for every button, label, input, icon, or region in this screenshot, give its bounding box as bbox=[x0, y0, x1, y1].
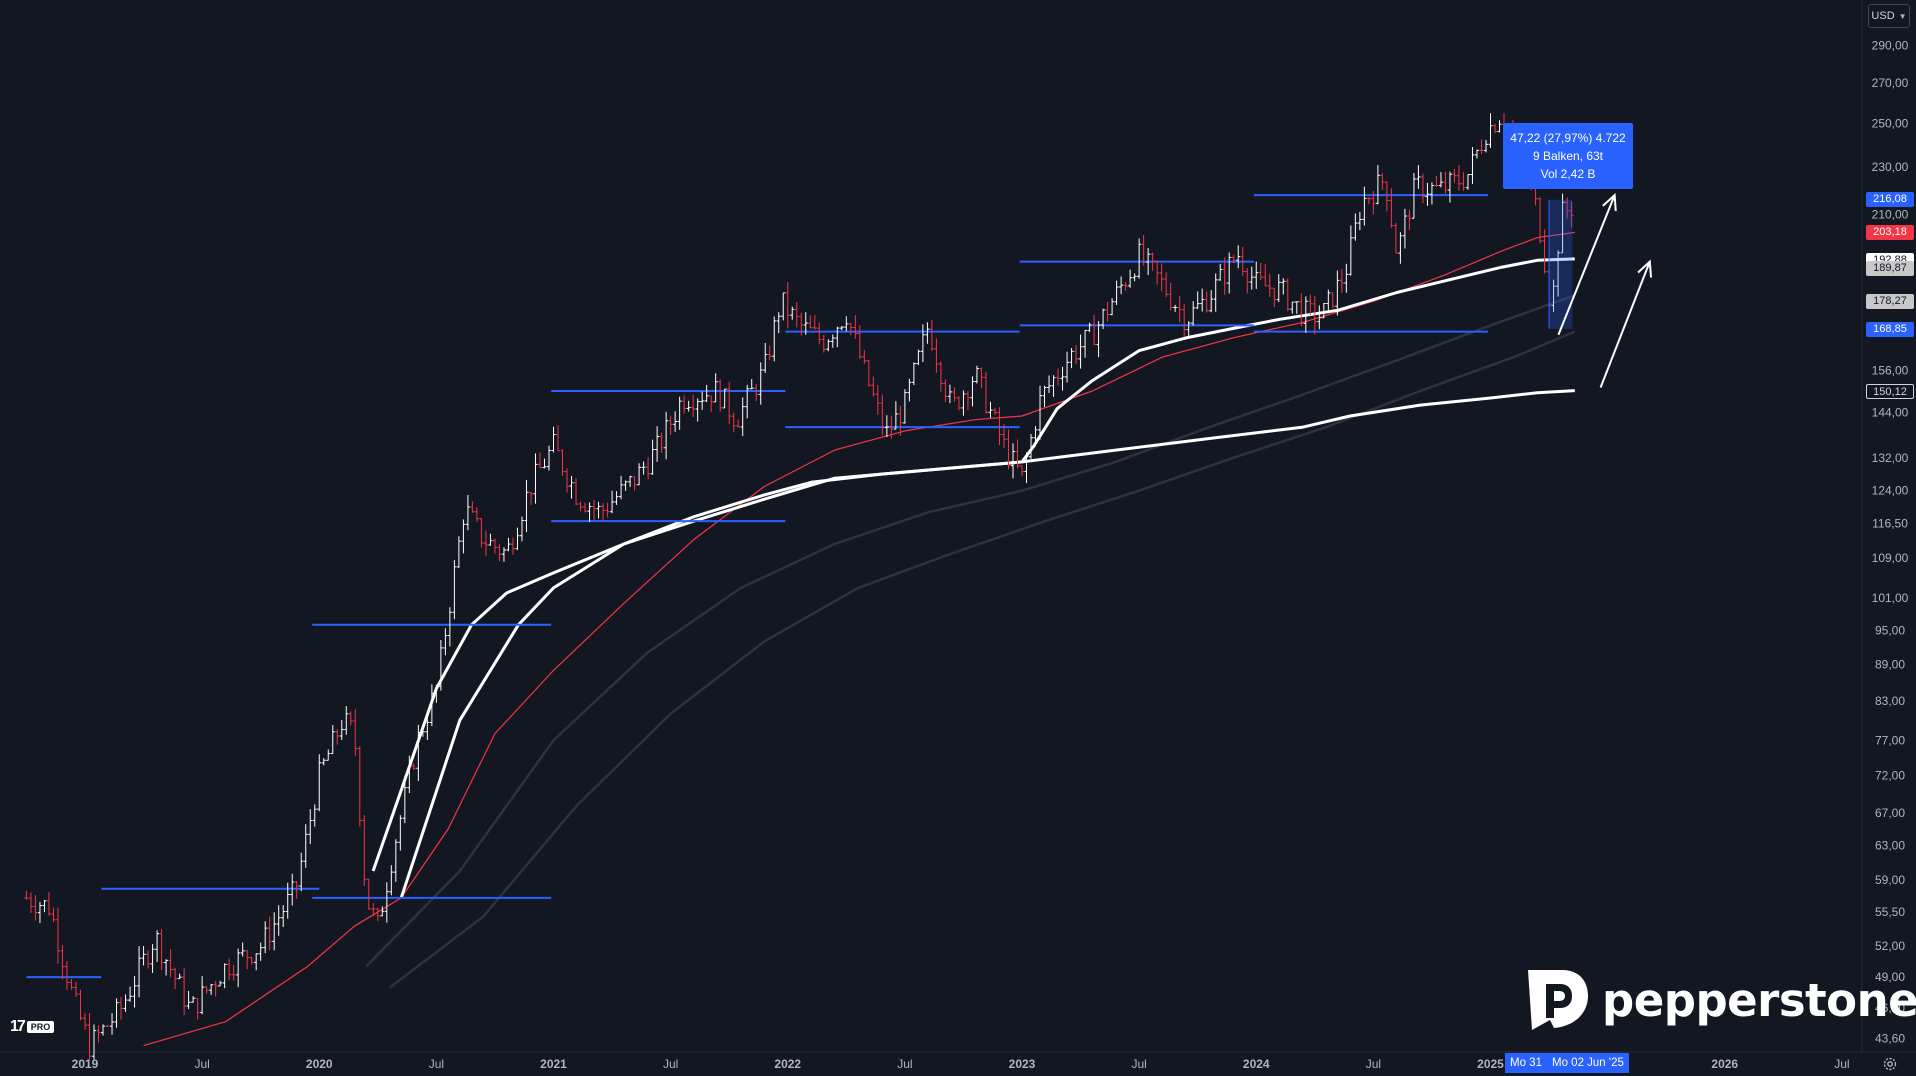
price-tick-label: 210,00 bbox=[1872, 208, 1909, 222]
time-tick-label: 2026 bbox=[1711, 1057, 1738, 1071]
ema-long-price-tag: 150,12 bbox=[1866, 384, 1914, 399]
price-tick-label: 109,00 bbox=[1872, 551, 1909, 565]
grid-layer bbox=[0, 0, 1916, 1053]
price-tick-label: 83,00 bbox=[1875, 694, 1905, 708]
measure-layer bbox=[1548, 199, 1573, 329]
candle-layer bbox=[24, 113, 1574, 1060]
time-tick-label: 2019 bbox=[72, 1057, 99, 1071]
last-price-tag: 216,08 bbox=[1866, 192, 1914, 207]
price-tick-label: 116,50 bbox=[1872, 516, 1908, 530]
price-tick-label: 290,00 bbox=[1872, 39, 1909, 53]
ema-gray-fast-line bbox=[365, 294, 1576, 968]
time-tick-label: Jul bbox=[1366, 1057, 1381, 1071]
trend-arrow-head bbox=[1637, 259, 1653, 278]
price-tick-label: 89,00 bbox=[1875, 657, 1905, 671]
time-tick-label: 2023 bbox=[1009, 1057, 1036, 1071]
price-tick-label: 67,00 bbox=[1875, 806, 1905, 820]
trend-arrow bbox=[1599, 261, 1651, 388]
measure-change: 47,22 (27,97%) 4.722 bbox=[1510, 131, 1626, 145]
price-tick-label: 124,00 bbox=[1872, 484, 1909, 498]
ema-layer bbox=[143, 231, 1576, 1047]
time-tick-label: Jul bbox=[1131, 1057, 1146, 1071]
brand-name: pepperstone bbox=[1602, 973, 1916, 1027]
trend-arrow-head bbox=[1602, 192, 1617, 212]
ema-gray-slow-line bbox=[388, 330, 1576, 989]
price-tick-label: 55,50 bbox=[1875, 905, 1905, 919]
price-tick-label: 132,00 bbox=[1872, 451, 1909, 465]
time-tick-label: 2021 bbox=[540, 1057, 567, 1071]
price-tick-label: 270,00 bbox=[1872, 76, 1909, 90]
ema-white-slow-line bbox=[399, 389, 1575, 899]
measure-bars: 9 Balken, 63t bbox=[1532, 149, 1604, 163]
price-tick-label: 156,00 bbox=[1872, 363, 1909, 377]
pepperstone-logo-icon bbox=[1528, 970, 1588, 1030]
date-tag-start: Mo 31 bbox=[1505, 1053, 1547, 1073]
time-tick-label: Jul bbox=[429, 1057, 444, 1071]
price-tick-label: 59,00 bbox=[1875, 873, 1905, 887]
price-tick-label: 43,60 bbox=[1875, 1031, 1905, 1045]
time-tick-label: Jul bbox=[194, 1057, 209, 1071]
level-layer bbox=[26, 194, 1489, 979]
time-axis[interactable]: 2019 Jul 2020 Jul 2021 Jul 2022 Jul 2023 Jul 2024 J… bbox=[72, 1057, 1850, 1071]
price-tick-label: 230,00 bbox=[1872, 160, 1909, 174]
time-tick-label: 2025 bbox=[1477, 1057, 1504, 1071]
time-tick-label: Jul bbox=[897, 1057, 912, 1071]
price-tick-label: 95,00 bbox=[1875, 623, 1905, 637]
price-tick-label: 46,20 bbox=[1875, 1001, 1905, 1015]
price-tick-label: 52,00 bbox=[1875, 939, 1905, 953]
time-tick-label: Jul bbox=[1834, 1057, 1849, 1071]
price-tick-label: 72,00 bbox=[1875, 769, 1905, 783]
price-tick-label: 250,00 bbox=[1872, 116, 1909, 130]
price-tick-label: 101,00 bbox=[1872, 591, 1909, 605]
gear-icon[interactable] bbox=[1882, 1056, 1898, 1072]
ema-white2-price-tag: 189,87 bbox=[1866, 261, 1914, 276]
ema-red-price-tag: 203,18 bbox=[1866, 225, 1914, 240]
date-tag-end: Mo 02 Jun '25 bbox=[1547, 1053, 1629, 1073]
trend-arrow bbox=[1557, 194, 1616, 336]
time-tick-label: 2024 bbox=[1243, 1057, 1270, 1071]
range-low-price-tag: 168,85 bbox=[1866, 322, 1914, 337]
time-tick-label: Jul bbox=[663, 1057, 678, 1071]
time-tick-label: 2022 bbox=[774, 1057, 801, 1071]
tv-mark: 17 bbox=[10, 1018, 26, 1035]
ema-gray-price-tag: 178,27 bbox=[1866, 294, 1914, 309]
price-tick-label: 49,00 bbox=[1875, 970, 1905, 984]
time-tick-label: 2020 bbox=[306, 1057, 333, 1071]
price-axis[interactable]: 290,00 270,00 250,00 230,00 210,00 156,00 144,… bbox=[1872, 39, 1909, 1046]
ema-red-line bbox=[143, 231, 1575, 1047]
currency-dropdown[interactable]: USD ▼ bbox=[1868, 4, 1910, 28]
tv-pro-badge: PRO bbox=[26, 1021, 55, 1033]
measure-volume: Vol 2,42 B bbox=[1540, 167, 1596, 181]
tradingview-logo[interactable]: 17 PRO bbox=[10, 1018, 80, 1036]
pepperstone-watermark: pepperstone bbox=[1522, 968, 1916, 1032]
chevron-down-icon: ▼ bbox=[1898, 11, 1907, 21]
currency-label: USD bbox=[1871, 10, 1895, 22]
measure-range bbox=[1549, 199, 1573, 329]
price-tick-label: 63,00 bbox=[1875, 838, 1905, 852]
ema-white-fast-line bbox=[371, 257, 1575, 872]
price-tick-label: 77,00 bbox=[1875, 733, 1905, 747]
arrow-layer bbox=[1557, 192, 1653, 388]
measure-tooltip: 47,22 (27,97%) 4.722 9 Balken, 63t Vol 2… bbox=[1503, 123, 1633, 189]
price-tick-label: 144,00 bbox=[1872, 405, 1909, 419]
